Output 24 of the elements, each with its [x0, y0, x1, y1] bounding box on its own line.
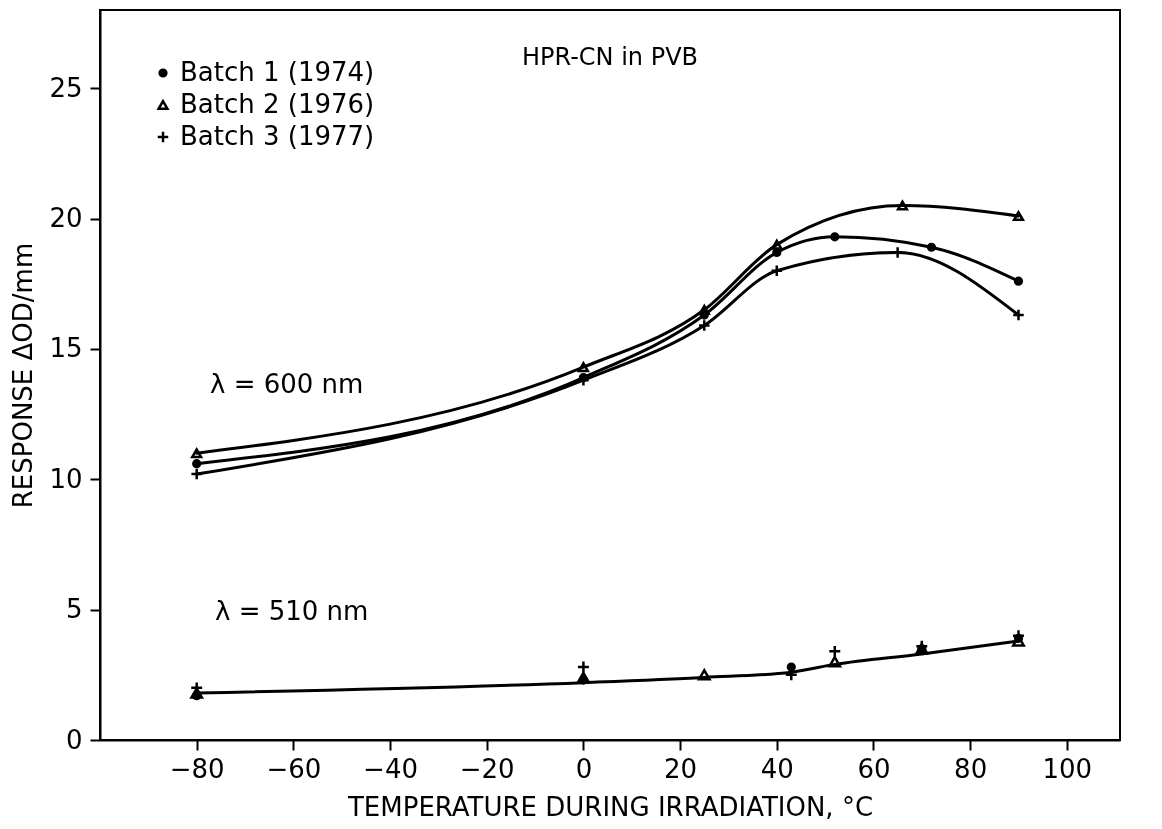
x-tick-label: −80 [169, 753, 225, 784]
x-tick-label: −40 [363, 753, 418, 784]
legend-label: Batch 2 (1976) [180, 89, 375, 119]
y-tick-label: 0 [65, 724, 83, 755]
x-tick-label: 20 [664, 753, 698, 784]
x-axis-title: TEMPERATURE DURING IRRADIATION, °C [346, 791, 874, 822]
x-tick-label: 100 [1042, 753, 1093, 784]
y-axis-title: RESPONSE ΔOD/mm [8, 242, 39, 509]
legend-label: Batch 1 (1974) [180, 57, 375, 87]
y-tick-label: 15 [49, 333, 83, 364]
text: HPR-CN in PVB [521, 43, 699, 71]
x-tick-label: 80 [954, 753, 988, 784]
x-tick-label: 40 [760, 753, 794, 784]
x-tick-label: −20 [459, 753, 515, 784]
annotation: λ = 510 nm [215, 596, 369, 626]
x-tick-label: 0 [575, 753, 593, 784]
y-tick-label: 25 [49, 72, 83, 103]
x-tick-label: −60 [266, 753, 322, 784]
x-tick-label: 60 [857, 753, 891, 784]
legend-label: Batch 3 (1977) [180, 121, 375, 151]
y-tick-label: 20 [49, 203, 83, 234]
y-tick-label: 10 [49, 463, 83, 494]
annotation: λ = 600 nm [210, 369, 364, 399]
y-tick-label: 5 [65, 594, 83, 625]
